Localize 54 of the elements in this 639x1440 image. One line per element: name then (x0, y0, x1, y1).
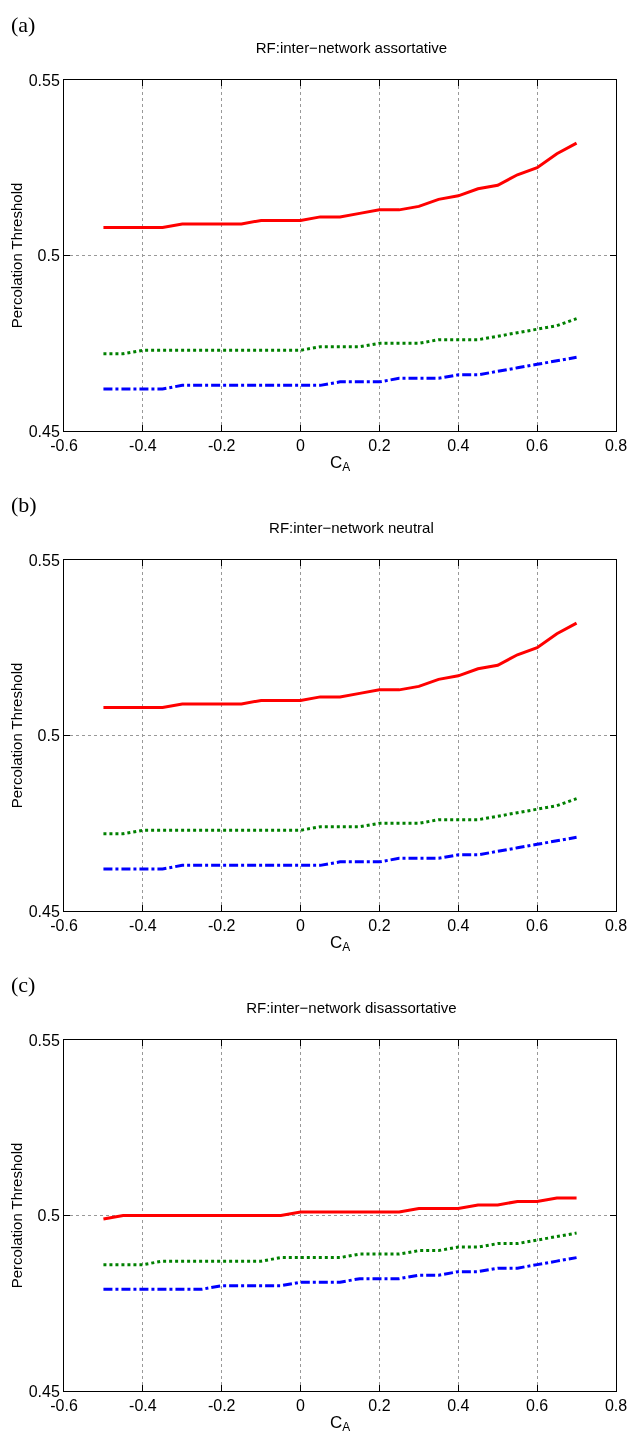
x-tick-label: -0.6 (50, 437, 78, 455)
y-axis-title: Percolation Threshold (7, 662, 25, 809)
x-tick-label: 0.8 (604, 437, 628, 455)
line-series (101, 1196, 579, 1221)
line-series (101, 1256, 579, 1291)
line-series (101, 141, 579, 229)
line-series (101, 835, 579, 871)
y-tick-label: 0.45 (28, 902, 60, 920)
y-axis-title: Percolation Threshold (7, 182, 25, 329)
y-tick-label: 0.5 (37, 1207, 60, 1225)
x-tick-label: 0.4 (447, 917, 470, 935)
x-tick-label: -0.2 (207, 917, 236, 935)
y-tick-label: 0.5 (37, 247, 60, 265)
x-tick-label: 0 (296, 437, 306, 455)
x-tick-label: -0.6 (50, 917, 78, 935)
x-tick-label: -0.6 (50, 1397, 78, 1415)
x-tick-label: 0.4 (447, 1397, 470, 1415)
x-tick-label: 0 (296, 917, 306, 935)
x-axis-title: C$_{A}$ (329, 1412, 351, 1435)
x-axis-title: C$_{A}$ (329, 932, 351, 955)
x-tick-label: -0.2 (207, 437, 236, 455)
y-tick-label: 0.55 (28, 551, 60, 569)
y-axis-title: Percolation Threshold (7, 1142, 25, 1289)
x-tick-label: 0.2 (368, 917, 391, 935)
x-tick-label: -0.2 (207, 1397, 236, 1415)
x-tick-label: -0.4 (129, 917, 157, 935)
x-tick-label: 0.8 (604, 917, 628, 935)
x-tick-label: 0.6 (526, 437, 549, 455)
x-tick-label: 0.8 (604, 1397, 628, 1415)
line-series (101, 621, 579, 709)
y-tick-label: 0.55 (28, 1031, 60, 1049)
x-axis-title: C$_{A}$ (329, 452, 351, 475)
y-tick-label: 0.55 (28, 71, 60, 89)
text: (b) (11, 492, 37, 517)
y-tick-label: 0.45 (28, 1382, 60, 1400)
text: (c) (11, 972, 36, 997)
chart-title: RF:inter−network assortative (255, 38, 448, 56)
line-series (101, 1231, 579, 1267)
line-series (101, 797, 579, 836)
chart-title: RF:inter−network disassortative (246, 998, 457, 1016)
x-tick-label: 0.6 (526, 917, 549, 935)
x-tick-label: -0.4 (129, 1397, 157, 1415)
line-series (101, 355, 579, 391)
x-tick-label: 0 (296, 1397, 306, 1415)
y-tick-label: 0.45 (28, 422, 60, 440)
chart-title: RF:inter−network neutral (269, 518, 434, 536)
x-tick-label: 0.2 (368, 1397, 391, 1415)
x-tick-label: 0.2 (368, 437, 391, 455)
x-tick-label: 0.4 (447, 437, 470, 455)
y-tick-label: 0.5 (37, 727, 60, 745)
line-series (101, 317, 579, 356)
text: (a) (11, 12, 36, 37)
x-tick-label: 0.6 (526, 1397, 549, 1415)
x-tick-label: -0.4 (129, 437, 157, 455)
